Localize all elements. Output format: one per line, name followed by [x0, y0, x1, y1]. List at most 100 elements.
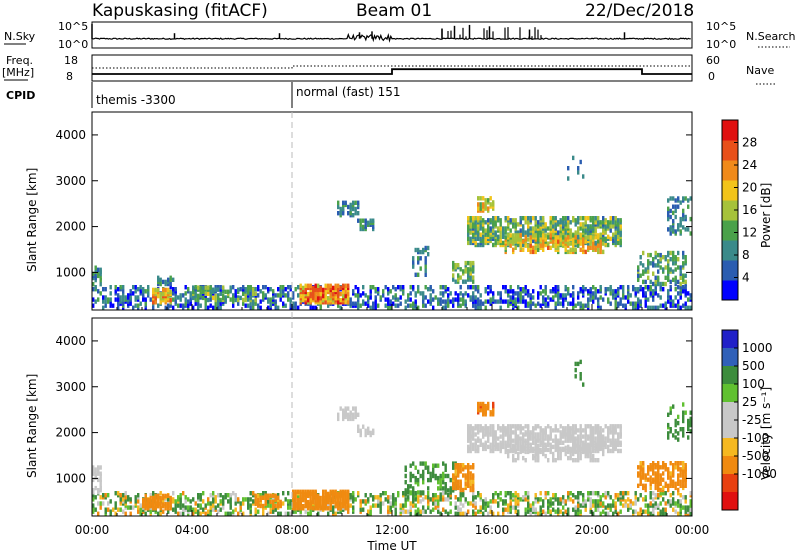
heatmap-cell: [509, 239, 512, 244]
heatmap-cell: [192, 285, 195, 290]
heatmap-cell: [582, 174, 585, 179]
heatmap-cell: [589, 451, 592, 457]
heatmap-cell: [582, 285, 585, 290]
heatmap-cell: [609, 236, 612, 241]
heatmap-cell: [424, 465, 427, 470]
heatmap-cell: [354, 406, 357, 411]
heatmap-cell: [569, 232, 572, 237]
heatmap-cell: [479, 196, 482, 201]
colorbar-tick-label: 28: [742, 136, 757, 150]
heatmap-cell: [237, 287, 240, 292]
heatmap-cell: [557, 235, 560, 240]
heatmap-cell: [257, 303, 260, 308]
heatmap-cell: [259, 493, 262, 498]
heatmap-cell: [424, 256, 427, 261]
heatmap-cell: [137, 287, 140, 292]
heatmap-cell: [349, 410, 352, 415]
heatmap-cell: [587, 301, 590, 306]
heatmap-cell: [682, 225, 685, 230]
heatmap-cell: [689, 429, 692, 434]
heatmap-cell: [612, 503, 615, 508]
heatmap-cell: [289, 285, 292, 290]
heatmap-cell: [579, 436, 582, 441]
heatmap-cell: [359, 226, 362, 232]
heatmap-cell: [164, 287, 167, 293]
beam-title: Beam 01: [356, 1, 432, 21]
heatmap-cell: [619, 424, 622, 429]
heatmap-cell: [277, 287, 280, 292]
heatmap-cell: [492, 228, 495, 233]
heatmap-cell: [679, 305, 682, 310]
heatmap-cell: [157, 293, 160, 299]
heatmap-cell: [609, 216, 612, 221]
heatmap-cell: [517, 291, 520, 296]
heatmap-cell: [539, 447, 542, 453]
heatmap-cell: [244, 497, 247, 502]
heatmap-cell: [427, 477, 430, 483]
x-tick-label: 12:00: [375, 523, 410, 537]
heatmap-cell: [292, 301, 295, 306]
heatmap-cell: [657, 252, 660, 258]
heatmap-cell: [189, 291, 192, 296]
heatmap-cell: [677, 481, 680, 486]
heatmap-cell: [504, 491, 507, 496]
heatmap-cell: [689, 410, 692, 415]
heatmap-cell: [547, 499, 550, 504]
heatmap-cell: [617, 493, 620, 498]
heatmap-cell: [612, 216, 615, 221]
heatmap-cell: [379, 509, 382, 514]
heatmap-cell: [524, 449, 527, 455]
heatmap-cell: [474, 432, 477, 437]
heatmap-cell: [124, 499, 127, 504]
heatmap-cell: [552, 295, 555, 300]
heatmap-cell: [672, 277, 675, 282]
heatmap-cell: [197, 509, 200, 514]
heatmap-cell: [602, 443, 605, 448]
heatmap-cell: [372, 218, 375, 223]
heatmap-cell: [509, 289, 512, 294]
heatmap-cell: [387, 509, 390, 514]
heatmap-cell: [522, 239, 525, 244]
heatmap-cell: [592, 434, 595, 439]
heatmap-cell: [204, 291, 207, 296]
heatmap-cell: [572, 507, 575, 512]
heatmap-cell: [607, 444, 610, 450]
heatmap-cell: [499, 238, 502, 244]
heatmap-cell: [479, 206, 482, 211]
heatmap-cell: [539, 291, 542, 296]
heatmap-cell: [564, 216, 567, 221]
heatmap-cell: [197, 285, 200, 290]
heatmap-cell: [457, 297, 460, 302]
heatmap-cell: [574, 303, 577, 308]
heatmap-cell: [439, 297, 442, 302]
heatmap-cell: [129, 505, 132, 510]
heatmap-cell: [654, 463, 657, 468]
heatmap-cell: [519, 295, 522, 300]
heatmap-cell: [362, 291, 365, 296]
heatmap-cell: [669, 231, 672, 236]
heatmap-cell: [247, 297, 250, 302]
heatmap-cell: [677, 437, 680, 442]
heatmap-cell: [684, 499, 687, 504]
heatmap-cell: [92, 465, 95, 470]
heatmap-cell: [417, 285, 420, 290]
heatmap-cell: [362, 224, 365, 230]
heatmap-cell: [682, 250, 685, 256]
colorbar-segment: [722, 200, 738, 221]
heatmap-cell: [599, 220, 602, 225]
heatmap-cell: [387, 505, 390, 510]
heatmap-cell: [152, 305, 155, 310]
heatmap-cell: [589, 503, 592, 508]
heatmap-cell: [309, 497, 312, 503]
heatmap-cell: [594, 424, 597, 429]
heatmap-cell: [422, 505, 425, 510]
heatmap-cell: [537, 511, 540, 516]
heatmap-cell: [612, 232, 615, 237]
heatmap-cell: [387, 287, 390, 292]
heatmap-cell: [537, 247, 540, 252]
heatmap-cell: [494, 216, 497, 221]
heatmap-cell: [322, 489, 325, 494]
heatmap-cell: [667, 227, 670, 232]
heatmap-cell: [619, 509, 622, 514]
heatmap-cell: [642, 263, 645, 268]
